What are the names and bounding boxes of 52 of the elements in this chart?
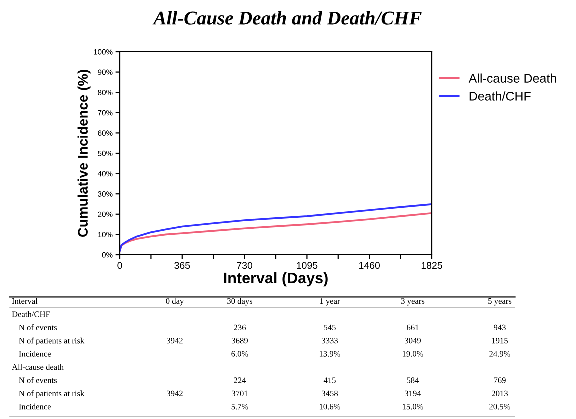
text: All-cause death [12, 364, 64, 370]
text: 661 [407, 324, 419, 330]
text: N of patients at risk [19, 390, 85, 398]
x-tick-label: 1095 [297, 262, 318, 270]
text: 415 [324, 378, 336, 384]
text: 13.9% [320, 351, 340, 357]
text: Incidence [19, 404, 52, 410]
text: Incidence [19, 351, 52, 357]
x-tick-label: 0 [118, 262, 122, 270]
text: 943 [494, 324, 506, 330]
text: Death/CHF [12, 311, 50, 318]
text: 10.6% [320, 404, 340, 410]
text: 236 [234, 324, 246, 330]
text: 584 [407, 378, 420, 384]
x-tick-label: 730 [237, 262, 253, 270]
legend-label: All-cause Death [468, 74, 556, 83]
text: 3942 [167, 390, 183, 396]
text: 5.7% [232, 404, 248, 410]
text: 20.5% [490, 404, 510, 410]
text: 3333 [322, 338, 338, 344]
text: 3049 [405, 338, 421, 344]
text: 3689 [232, 338, 248, 344]
x-tick-label: 365 [174, 262, 190, 270]
text: 15.0% [402, 404, 424, 410]
text: 30 days [228, 298, 253, 306]
text: 1915 [492, 338, 508, 344]
text: 545 [324, 324, 336, 330]
text: 24.9% [490, 351, 510, 357]
text: 3194 [405, 390, 422, 396]
text: 3701 [232, 390, 248, 396]
text: 769 [494, 378, 506, 384]
text: 3 years [401, 298, 425, 306]
text: 19.0% [402, 351, 424, 357]
text: 2013 [492, 390, 508, 396]
line-series [120, 204, 432, 252]
x-tick-label: 1460 [360, 262, 380, 270]
y-axis-title: Cumulative Incidence (%) [78, 70, 91, 238]
legend-label: Death/CHF [470, 92, 531, 101]
text: 3458 [322, 390, 338, 396]
text: 0 day [166, 298, 184, 306]
text: N of events [19, 324, 58, 330]
text: N of patients at risk [19, 338, 85, 346]
text: Interval [12, 298, 38, 304]
chart-title: All-Cause Death and Death/CHF [152, 11, 422, 25]
text: 224 [234, 378, 246, 384]
text: N of events [19, 377, 58, 384]
text: 5 years [488, 298, 512, 306]
text: 1 year [320, 298, 340, 306]
x-tick-label: 1825 [422, 262, 442, 270]
text: 3942 [167, 338, 183, 344]
text: 6.0% [232, 351, 248, 357]
x-axis-title: Interval (Days) [224, 272, 328, 287]
